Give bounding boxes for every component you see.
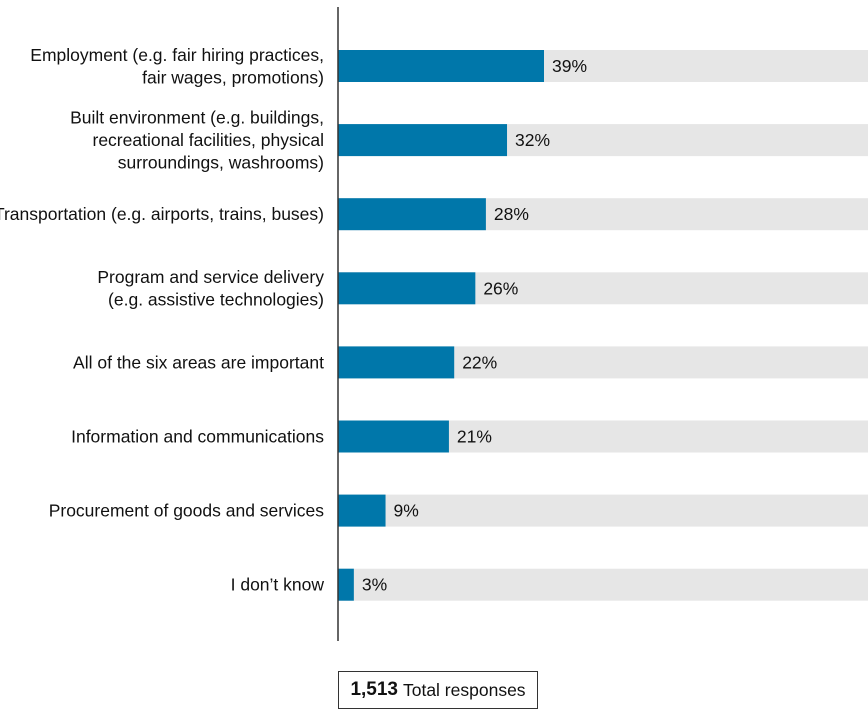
category-label-line: (e.g. assistive technologies): [108, 290, 324, 310]
category-label-line: Information and communications: [71, 427, 324, 447]
category-label: All of the six areas are important: [73, 352, 324, 372]
category-label-line: Transportation (e.g. airports, trains, b…: [0, 204, 324, 224]
category-label-line: Program and service delivery: [97, 267, 324, 287]
bar-chart: 39% Employment (e.g. fair hiring practice…: [0, 7, 868, 641]
category-label: Procurement of goods and services: [49, 501, 325, 521]
category-label-line: All of the six areas are important: [73, 352, 324, 372]
bar: [338, 568, 354, 601]
category-label: Built environment (e.g. buildings, recrea…: [70, 108, 324, 173]
category-label-line: Employment (e.g. fair hiring practices,: [30, 45, 324, 65]
bar: [338, 346, 455, 379]
category-label-line: surroundings, washrooms): [118, 153, 324, 173]
total-responses-label: Total responses: [402, 679, 526, 700]
bar: [338, 272, 476, 305]
value-label: 3%: [362, 575, 387, 595]
category-label: Program and service delivery (e.g. assist…: [97, 267, 324, 310]
bar: [338, 124, 508, 157]
bar: [338, 198, 486, 231]
category-label-line: recreational facilities, physical: [93, 130, 325, 150]
value-label: 22%: [462, 352, 497, 372]
category-label: I don’t know: [231, 575, 325, 595]
value-label: 9%: [394, 501, 419, 521]
total-responses-box: 1,513 Total responses: [338, 671, 538, 709]
category-label-line: fair wages, promotions): [142, 67, 324, 87]
bar: [338, 494, 386, 527]
value-label: 26%: [483, 278, 518, 298]
bar-track: [338, 568, 868, 601]
bar: [338, 420, 449, 453]
value-label: 32%: [515, 130, 550, 150]
category-label-line: I don’t know: [231, 575, 325, 595]
value-label: 28%: [494, 204, 529, 224]
category-label: Transportation (e.g. airports, trains, b…: [0, 204, 324, 224]
value-label: 39%: [552, 56, 587, 76]
bar-track: [338, 494, 868, 527]
total-responses-number: 1,513: [350, 679, 398, 700]
bar: [338, 50, 544, 82]
category-label-line: Built environment (e.g. buildings,: [70, 108, 324, 128]
value-label: 21%: [457, 427, 492, 447]
category-label: Employment (e.g. fair hiring practices, f…: [30, 45, 324, 88]
category-label: Information and communications: [71, 427, 324, 447]
category-label-line: Procurement of goods and services: [49, 501, 325, 521]
